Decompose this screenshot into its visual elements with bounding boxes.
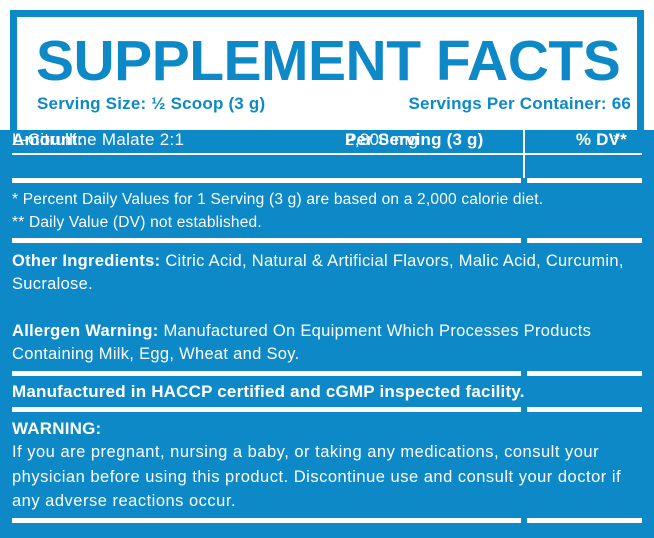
header-frame: SUPPLEMENT FACTS Serving Size: ½ Scoop (… (10, 10, 644, 130)
divider (12, 178, 642, 183)
footnote-percent-dv: * Percent Daily Values for 1 Serving (3 … (12, 191, 544, 208)
facts-panel: Amount: Per Serving (3 g) % DV* L-Citrul… (0, 130, 654, 538)
servings-per-container: Servings Per Container: 66 (408, 94, 631, 113)
divider (12, 371, 642, 376)
col-amount-label: Amount: (12, 130, 84, 149)
allergen-warning: Allergen Warning: Manufactured On Equipm… (12, 320, 640, 365)
col-per-serving-label: Per Serving (3 g) (345, 130, 484, 149)
facility-note: Manufactured in HACCP certified and cGMP… (12, 382, 525, 401)
divider (12, 238, 642, 243)
divider (12, 518, 642, 523)
divider (12, 407, 642, 412)
other-ingredients: Other Ingredients: Citric Acid, Natural … (12, 250, 640, 295)
footnote-dv-not-established: ** Daily Value (DV) not established. (12, 214, 262, 231)
divider (12, 153, 642, 155)
dv-column-divider (523, 130, 525, 178)
serving-row: Serving Size: ½ Scoop (3 g) Servings Per… (37, 94, 631, 114)
serving-size: Serving Size: ½ Scoop (3 g) (37, 94, 266, 113)
other-ingredients-label: Other Ingredients: (12, 252, 161, 270)
warning-text: If you are pregnant, nursing a baby, or … (12, 443, 622, 510)
allergen-warning-text: Manufactured On Equipment Which Processe… (12, 322, 592, 363)
warning-label: WARNING: (12, 419, 102, 438)
other-ingredients-text: Citric Acid, Natural & Artificial Flavor… (12, 252, 624, 293)
page-title: SUPPLEMENT FACTS (36, 29, 621, 93)
ingredient-amount: 2,800 mg (345, 130, 419, 149)
allergen-warning-label: Allergen Warning: (12, 322, 159, 340)
ingredient-dv: ** (613, 130, 627, 149)
ingredient-name: L-Citrulline Malate 2:1 (12, 130, 185, 149)
col-dv-label: % DV* (575, 130, 627, 149)
